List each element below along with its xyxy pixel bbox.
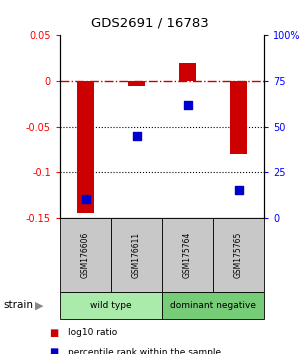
Text: percentile rank within the sample: percentile rank within the sample bbox=[68, 348, 220, 354]
Point bbox=[83, 196, 88, 202]
Bar bbox=[178, 63, 196, 81]
Bar bbox=[128, 81, 146, 86]
Text: dominant negative: dominant negative bbox=[170, 301, 256, 310]
Text: GSM175765: GSM175765 bbox=[234, 232, 243, 278]
Text: ■: ■ bbox=[50, 328, 58, 338]
Point bbox=[134, 133, 139, 138]
Bar bbox=[76, 81, 94, 213]
Text: GSM175764: GSM175764 bbox=[183, 232, 192, 278]
Text: ▶: ▶ bbox=[35, 300, 43, 310]
Text: log10 ratio: log10 ratio bbox=[68, 328, 117, 337]
Point bbox=[185, 102, 190, 108]
Text: GDS2691 / 16783: GDS2691 / 16783 bbox=[91, 17, 209, 29]
Text: strain: strain bbox=[3, 300, 33, 310]
Text: GSM176611: GSM176611 bbox=[132, 232, 141, 278]
Text: wild type: wild type bbox=[90, 301, 132, 310]
Point bbox=[236, 188, 241, 193]
Bar bbox=[230, 81, 247, 154]
Text: GSM176606: GSM176606 bbox=[81, 232, 90, 278]
Text: ■: ■ bbox=[50, 347, 58, 354]
